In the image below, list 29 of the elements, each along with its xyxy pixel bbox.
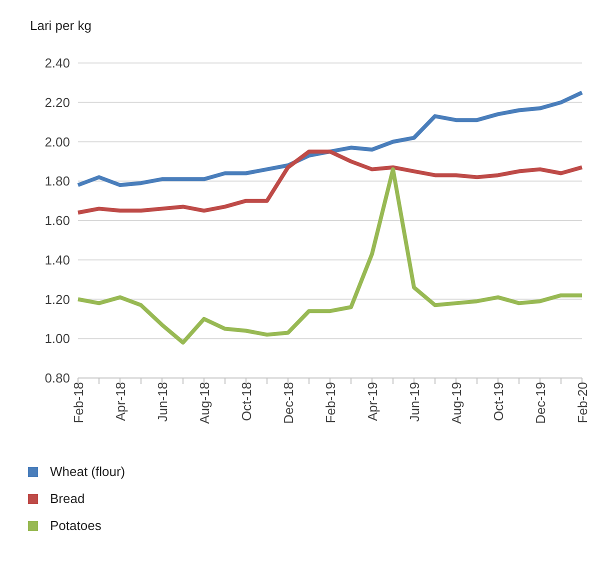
x-tick-label: Aug-18 <box>197 382 212 424</box>
line-series <box>76 90 584 188</box>
y-tick-label: 1.60 <box>44 213 70 228</box>
y-axis-title: Lari per kg <box>30 18 92 33</box>
x-tick-label: Feb-20 <box>575 382 590 424</box>
x-tick-label: Feb-18 <box>71 382 86 424</box>
y-tick-label: 2.00 <box>44 134 70 150</box>
legend-label: Bread <box>50 491 85 506</box>
y-tick-label: 2.40 <box>44 56 70 71</box>
y-tick-label: 1.40 <box>44 252 70 268</box>
x-tick-label: Feb-19 <box>323 382 338 424</box>
x-tick-label: Jun-18 <box>155 382 170 422</box>
x-tick-label: Dec-19 <box>533 382 548 424</box>
x-tick-label: Apr-19 <box>365 382 380 422</box>
x-tick-label: Jun-19 <box>407 382 422 422</box>
y-tick-label: 0.80 <box>44 370 70 386</box>
legend-label: Potatoes <box>50 518 102 533</box>
x-tick-label: Dec-18 <box>281 382 296 424</box>
y-tick-label: 2.20 <box>44 94 70 110</box>
line-series <box>76 150 584 215</box>
y-tick-label: 1.80 <box>44 174 70 189</box>
y-tick-label: 1.00 <box>44 331 70 346</box>
line-series <box>76 167 584 345</box>
x-tick-label: Oct-18 <box>239 382 254 422</box>
x-tick-label: Apr-18 <box>113 382 128 422</box>
x-tick-label: Aug-19 <box>449 382 464 424</box>
legend-label: Wheat (flour) <box>50 464 126 479</box>
y-tick-label: 1.20 <box>44 292 70 307</box>
x-tick-label: Oct-19 <box>491 382 506 422</box>
